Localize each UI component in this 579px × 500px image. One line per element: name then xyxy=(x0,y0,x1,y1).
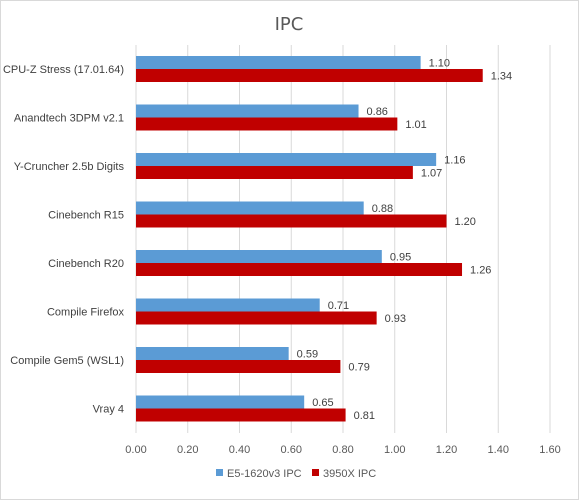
x-tick-label: 1.40 xyxy=(488,444,509,456)
legend-swatch-e5-1620v3 xyxy=(216,469,223,476)
data-label: 1.07 xyxy=(421,168,442,180)
bar-e5-1620v3 xyxy=(136,298,320,312)
legend-swatch-3950x xyxy=(312,469,319,476)
x-tick-label: 1.20 xyxy=(436,444,457,456)
bar-e5-1620v3 xyxy=(136,347,289,360)
data-label: 1.20 xyxy=(455,216,476,228)
bar-3950x xyxy=(136,360,341,373)
data-label: 0.86 xyxy=(367,106,388,118)
x-tick-label: 0.60 xyxy=(281,444,302,456)
category-label: Vray 4 xyxy=(93,404,124,416)
legend: E5-1620v3 IPC 3950X IPC xyxy=(216,468,376,480)
category-label: CPU-Z Stress (17.01.64) xyxy=(3,64,124,76)
x-tick-label: 0.00 xyxy=(125,444,146,456)
x-tick-label: 0.20 xyxy=(177,444,198,456)
data-label: 0.79 xyxy=(348,362,369,374)
data-label: 0.95 xyxy=(390,252,411,264)
category-label: Compile Gem5 (WSL1) xyxy=(10,355,124,367)
category-label: Cinebench R15 xyxy=(48,210,124,222)
x-tick-label: 1.60 xyxy=(539,444,560,456)
bar-e5-1620v3 xyxy=(136,56,421,69)
legend-label: E5-1620v3 IPC xyxy=(227,468,302,480)
bar-e5-1620v3 xyxy=(136,104,359,118)
data-label: 0.71 xyxy=(328,300,349,312)
bar-3950x xyxy=(136,408,346,422)
bar-3950x xyxy=(136,117,398,131)
bar-e5-1620v3 xyxy=(136,250,382,263)
bar-e5-1620v3 xyxy=(136,395,305,409)
data-label: 1.01 xyxy=(405,119,426,131)
data-label: 1.34 xyxy=(491,71,512,83)
bar-e5-1620v3 xyxy=(136,201,364,215)
data-label: 0.88 xyxy=(372,203,393,215)
bar-3950x xyxy=(136,311,377,325)
data-label: 1.26 xyxy=(470,265,491,277)
data-label: 0.59 xyxy=(297,349,318,361)
bar-3950x xyxy=(136,263,463,276)
x-tick-label: 0.80 xyxy=(332,444,353,456)
category-label: Cinebench R20 xyxy=(48,258,124,270)
labels: 0.00 0.20 0.40 0.60 0.80 1.00 1.20 1.40 1.60 CPU-… xyxy=(3,58,561,457)
category-label: Y-Cruncher 2.5b Digits xyxy=(14,161,125,173)
data-label: 0.65 xyxy=(312,397,333,409)
legend-label: 3950X IPC xyxy=(323,468,376,480)
chart-title: IPC xyxy=(275,14,304,35)
category-label: Compile Firefox xyxy=(47,307,125,319)
x-tick-label: 1.00 xyxy=(384,444,405,456)
gridlines xyxy=(135,45,551,433)
data-label: 1.10 xyxy=(429,58,450,70)
bar-3950x xyxy=(136,166,413,179)
data-label: 1.16 xyxy=(444,155,465,167)
bars xyxy=(136,56,483,422)
bar-3950x xyxy=(136,214,447,228)
bar-e5-1620v3 xyxy=(136,153,437,166)
x-tick-label: 0.40 xyxy=(229,444,250,456)
bar-3950x xyxy=(136,69,483,82)
data-label: 0.81 xyxy=(354,410,375,422)
data-label: 0.93 xyxy=(385,313,406,325)
category-label: Anandtech 3DPM v2.1 xyxy=(14,113,124,125)
